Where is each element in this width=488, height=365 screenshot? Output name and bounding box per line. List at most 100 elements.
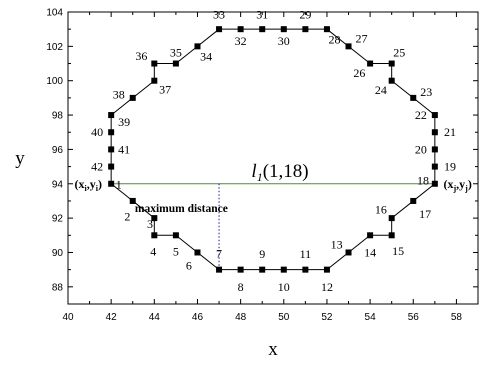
- point-label-15: 15: [392, 244, 404, 258]
- point-label-6: 6: [186, 258, 192, 272]
- marker-19: [431, 163, 438, 170]
- point-label-41: 41: [118, 142, 130, 156]
- y-tick-label: 88: [52, 282, 64, 293]
- distance-label: maximum distance: [135, 203, 228, 215]
- point-label-24: 24: [375, 83, 387, 97]
- line-label: (1,18): [263, 161, 309, 182]
- marker-18: [431, 180, 438, 187]
- x-tick-label: 40: [62, 312, 74, 323]
- marker-21: [431, 129, 438, 136]
- x-tick-label: 58: [451, 312, 463, 323]
- y-tick-label: 104: [46, 8, 63, 19]
- point-label-35: 35: [170, 45, 182, 59]
- plot-frame: [67, 11, 479, 305]
- x-axis-title: x: [268, 339, 278, 360]
- marker-13: [345, 249, 352, 256]
- marker-39: [108, 112, 115, 119]
- marker-30: [280, 26, 287, 33]
- point-label-19: 19: [444, 160, 456, 174]
- point-label-29: 29: [299, 8, 311, 22]
- marker-37: [151, 77, 158, 84]
- marker-38: [129, 94, 136, 101]
- point-label-5: 5: [173, 245, 179, 259]
- point-label-30: 30: [278, 34, 290, 48]
- line-symbol: l: [251, 161, 256, 182]
- point-label-20: 20: [415, 142, 427, 156]
- x-tick-label: 54: [365, 312, 377, 323]
- x-tick-label: 44: [149, 312, 161, 323]
- point-label-36: 36: [135, 49, 147, 63]
- point-label-4: 4: [150, 245, 156, 259]
- marker-34: [194, 43, 201, 50]
- point-label-8: 8: [238, 280, 244, 294]
- point-label-42: 42: [91, 160, 103, 174]
- point-label-27: 27: [355, 32, 367, 46]
- point-label-16: 16: [375, 203, 387, 217]
- point-label-33: 33: [213, 8, 225, 22]
- point-label-23: 23: [420, 85, 432, 99]
- marker-22: [431, 112, 438, 119]
- marker-11: [302, 266, 309, 273]
- point-label-40: 40: [91, 125, 103, 139]
- marker-5: [172, 232, 179, 239]
- marker-1: [108, 180, 115, 187]
- point-label-39: 39: [118, 115, 130, 129]
- endpoint-right-label: (xj,yj): [443, 177, 471, 193]
- y-tick-label: 102: [46, 42, 63, 53]
- marker-4: [151, 232, 158, 239]
- point-label-38: 38: [113, 87, 125, 101]
- point-label-17: 17: [419, 207, 431, 221]
- marker-15: [388, 232, 395, 239]
- marker-40: [108, 129, 115, 136]
- marker-41: [108, 146, 115, 153]
- point-label-21: 21: [444, 125, 456, 139]
- marker-12: [323, 266, 330, 273]
- point-label-2: 2: [124, 209, 130, 223]
- y-tick-label: 92: [52, 214, 64, 225]
- marker-29: [302, 26, 309, 33]
- point-label-11: 11: [300, 247, 312, 261]
- marker-17: [410, 197, 417, 204]
- point-label-12: 12: [321, 280, 333, 294]
- point-label-22: 22: [415, 108, 427, 122]
- marker-23: [410, 94, 417, 101]
- marker-28: [323, 26, 330, 33]
- marker-3: [151, 215, 158, 222]
- point-label-13: 13: [331, 238, 343, 252]
- marker-25: [388, 60, 395, 67]
- axis-ticks: [67, 11, 479, 305]
- point-label-26: 26: [353, 66, 365, 80]
- marker-7: [216, 266, 223, 273]
- y-axis-title: y: [15, 148, 25, 169]
- y-tick-label: 90: [52, 248, 64, 259]
- x-tick-label: 56: [408, 312, 420, 323]
- point-label-14: 14: [364, 245, 376, 259]
- point-label-18: 18: [417, 173, 429, 187]
- marker-35: [172, 60, 179, 67]
- marker-10: [280, 266, 287, 273]
- point-label-31: 31: [256, 8, 268, 22]
- labeled-line-label: l1(1,18): [251, 161, 308, 184]
- marker-26: [367, 60, 374, 67]
- point-label-10: 10: [278, 280, 290, 294]
- marker-16: [388, 215, 395, 222]
- x-tick-label: 48: [235, 312, 247, 323]
- marker-9: [259, 266, 266, 273]
- marker-31: [259, 26, 266, 33]
- marker-6: [194, 249, 201, 256]
- marker-24: [388, 77, 395, 84]
- point-label-37: 37: [159, 82, 171, 96]
- marker-36: [151, 60, 158, 67]
- marker-42: [108, 163, 115, 170]
- point-label-7: 7: [216, 246, 222, 260]
- x-tick-label: 52: [321, 312, 333, 323]
- point-label-25: 25: [393, 45, 405, 59]
- y-tick-label: 98: [52, 111, 64, 122]
- marker-8: [237, 266, 244, 273]
- polygon-series-line: [110, 28, 436, 271]
- point-label-3: 3: [147, 217, 153, 231]
- line-subscript: 1: [257, 170, 263, 184]
- point-label-1: 1: [116, 178, 122, 192]
